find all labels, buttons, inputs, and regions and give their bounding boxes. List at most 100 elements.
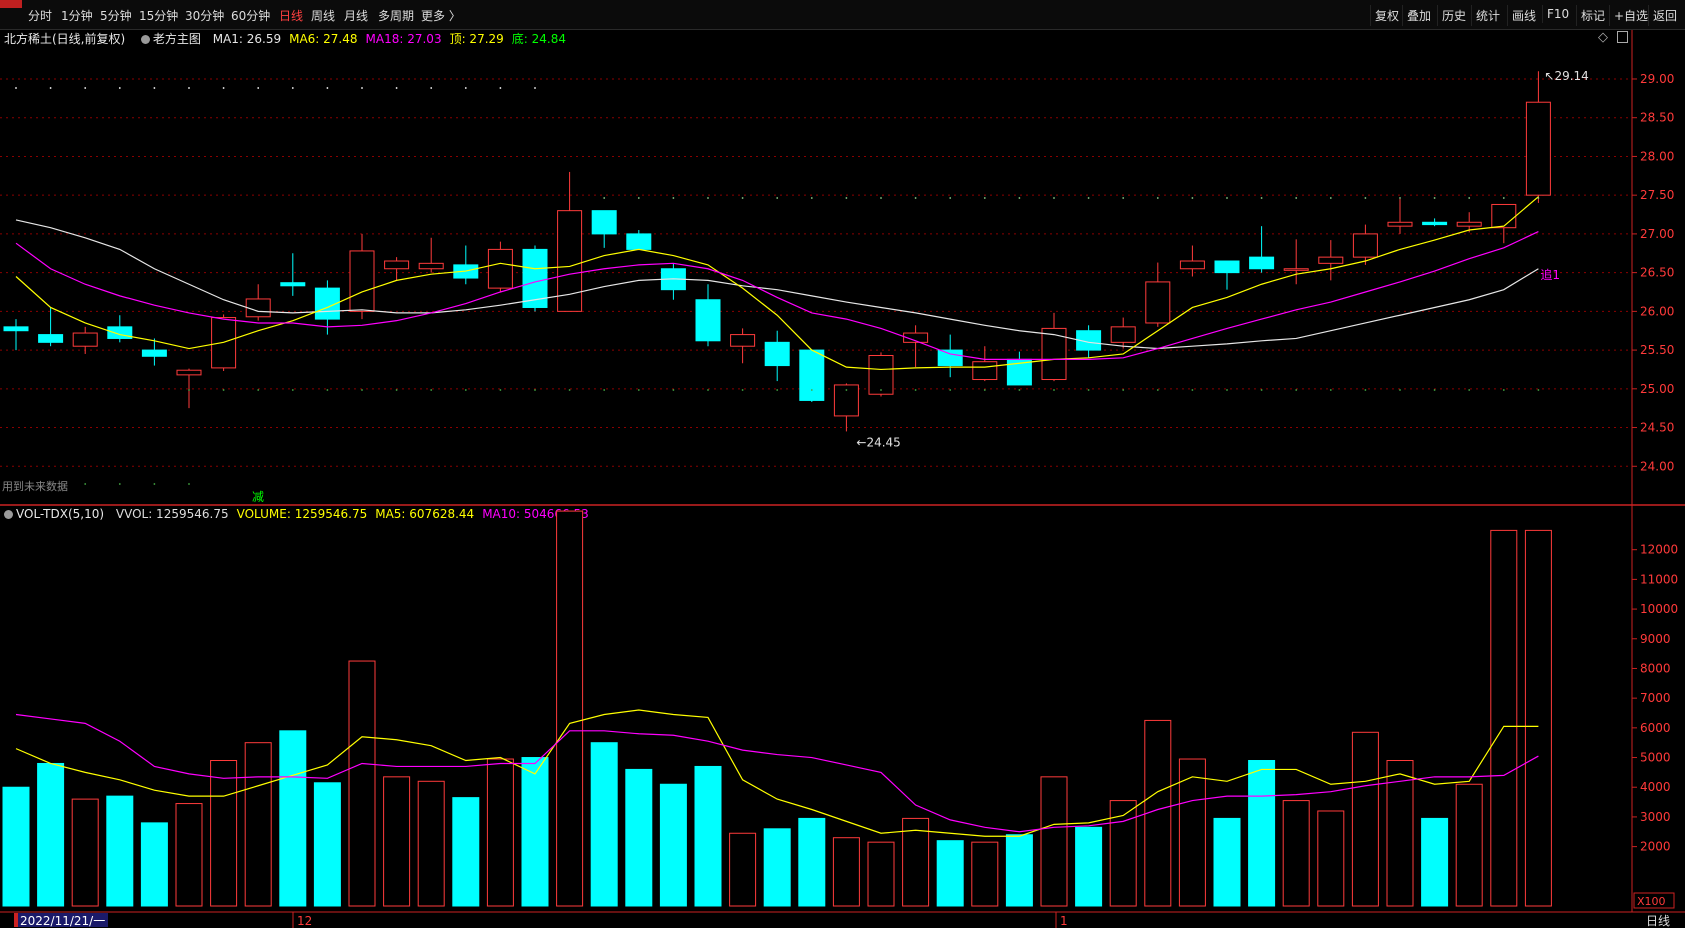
tool-button-6[interactable]: 标记 [1576,5,1609,26]
volume-bar[interactable] [1005,834,1033,907]
volume-bar[interactable] [383,776,411,907]
volume-bar[interactable] [902,817,930,907]
period-tab-5[interactable]: 60分钟 [231,9,271,23]
period-tab-3[interactable]: 15分钟 [139,9,179,23]
volume-indicator-name[interactable]: VOL-TDX(5,10) [16,507,105,521]
volume-bar[interactable] [1178,758,1206,907]
volume-bar[interactable] [590,742,618,907]
window-toggle-icon[interactable] [1617,31,1628,43]
volume-bar[interactable] [659,783,687,907]
volume-bar[interactable] [175,803,203,907]
volume-bar[interactable] [313,782,341,907]
candle[interactable] [1387,221,1413,227]
candle[interactable] [1525,101,1551,196]
candle[interactable] [972,361,998,381]
volume-bar[interactable] [1040,776,1068,907]
candle[interactable] [522,248,548,308]
tool-button-3[interactable]: 统计 [1471,5,1504,26]
candle[interactable] [1422,221,1448,226]
candle[interactable] [799,349,825,401]
candle[interactable] [937,349,963,367]
candle[interactable] [418,262,444,270]
volume-bar[interactable] [452,797,480,907]
candle[interactable] [1076,330,1102,351]
candle[interactable] [384,260,410,270]
candle[interactable] [176,369,202,376]
period-tab-9[interactable]: 多周期 [378,9,415,23]
candle[interactable] [591,210,617,235]
volume-settings-icon[interactable] [4,510,13,519]
volume-bar[interactable] [2,786,30,907]
candle[interactable] [349,250,375,312]
candle[interactable] [764,341,790,367]
volume-bar[interactable] [763,828,791,907]
candle[interactable] [141,349,167,357]
period-tab-6[interactable]: 日线 [279,9,304,23]
volume-bar[interactable] [694,765,722,907]
indicator-settings-icon[interactable] [140,35,150,44]
candle[interactable] [107,326,133,339]
candle[interactable] [1456,221,1482,227]
period-tab-7[interactable]: 周线 [311,9,336,23]
candle[interactable] [730,334,756,347]
volume-bar[interactable] [417,780,445,907]
volume-bar[interactable] [625,768,653,907]
volume-bar[interactable] [348,660,376,907]
candle[interactable] [72,332,98,347]
volume-bar[interactable] [1317,810,1345,907]
volume-bar[interactable] [1490,529,1518,907]
candle[interactable] [245,298,271,318]
volume-bar[interactable] [106,795,134,907]
volume-bar[interactable] [971,841,999,907]
volume-bar[interactable] [1455,783,1483,907]
volume-bar[interactable] [867,841,895,907]
volume-bar[interactable] [1386,760,1414,907]
volume-bar[interactable] [1282,800,1310,907]
candle[interactable] [1179,260,1205,270]
volume-bar[interactable] [1144,719,1172,907]
volume-bar[interactable] [936,840,964,907]
tool-button-0[interactable]: 复权 [1370,5,1403,26]
volume-bar[interactable] [729,832,757,907]
candle[interactable] [1110,326,1136,343]
period-tab-0[interactable]: 分时 [28,9,53,23]
tool-button-4[interactable]: 画线 [1507,5,1540,26]
candle[interactable] [487,248,513,289]
candle[interactable] [903,332,929,343]
volume-bar[interactable] [1421,817,1449,907]
tool-button-1[interactable]: 叠加 [1402,5,1435,26]
candle[interactable] [1283,268,1309,271]
volume-bar[interactable] [37,762,65,907]
volume-bar[interactable] [556,510,584,907]
candle[interactable] [1318,256,1344,264]
candle[interactable] [1352,233,1378,258]
indicator-name[interactable]: 老方主图 [152,32,201,46]
volume-bar[interactable] [279,730,307,907]
candle[interactable] [1491,203,1517,229]
volume-bar[interactable] [832,837,860,907]
period-tab-8[interactable]: 月线 [344,9,369,23]
period-tab-2[interactable]: 5分钟 [100,9,132,23]
tool-button-8[interactable]: 返回 [1648,5,1681,26]
volume-bar[interactable] [1248,760,1276,907]
candle[interactable] [1145,281,1171,324]
volume-bar[interactable] [798,817,826,907]
tool-button-2[interactable]: 历史 [1437,5,1470,26]
volume-bar[interactable] [71,798,99,907]
volume-bar[interactable] [1213,817,1241,907]
volume-bar[interactable] [1351,731,1379,907]
period-tab-1[interactable]: 1分钟 [61,9,93,23]
candle[interactable] [626,233,652,250]
volume-bar[interactable] [1109,800,1137,907]
candle[interactable] [280,282,306,287]
period-tab-4[interactable]: 30分钟 [185,9,225,23]
volume-bar[interactable] [1524,529,1552,907]
volume-bar[interactable] [210,760,238,907]
diamond-icon[interactable]: ◇ [1598,30,1608,45]
tool-button-7[interactable]: +自选 [1609,5,1652,26]
volume-bar[interactable] [1075,826,1103,907]
volume-bar[interactable] [486,758,514,907]
volume-bar[interactable] [521,757,549,907]
candle[interactable] [1214,260,1240,274]
